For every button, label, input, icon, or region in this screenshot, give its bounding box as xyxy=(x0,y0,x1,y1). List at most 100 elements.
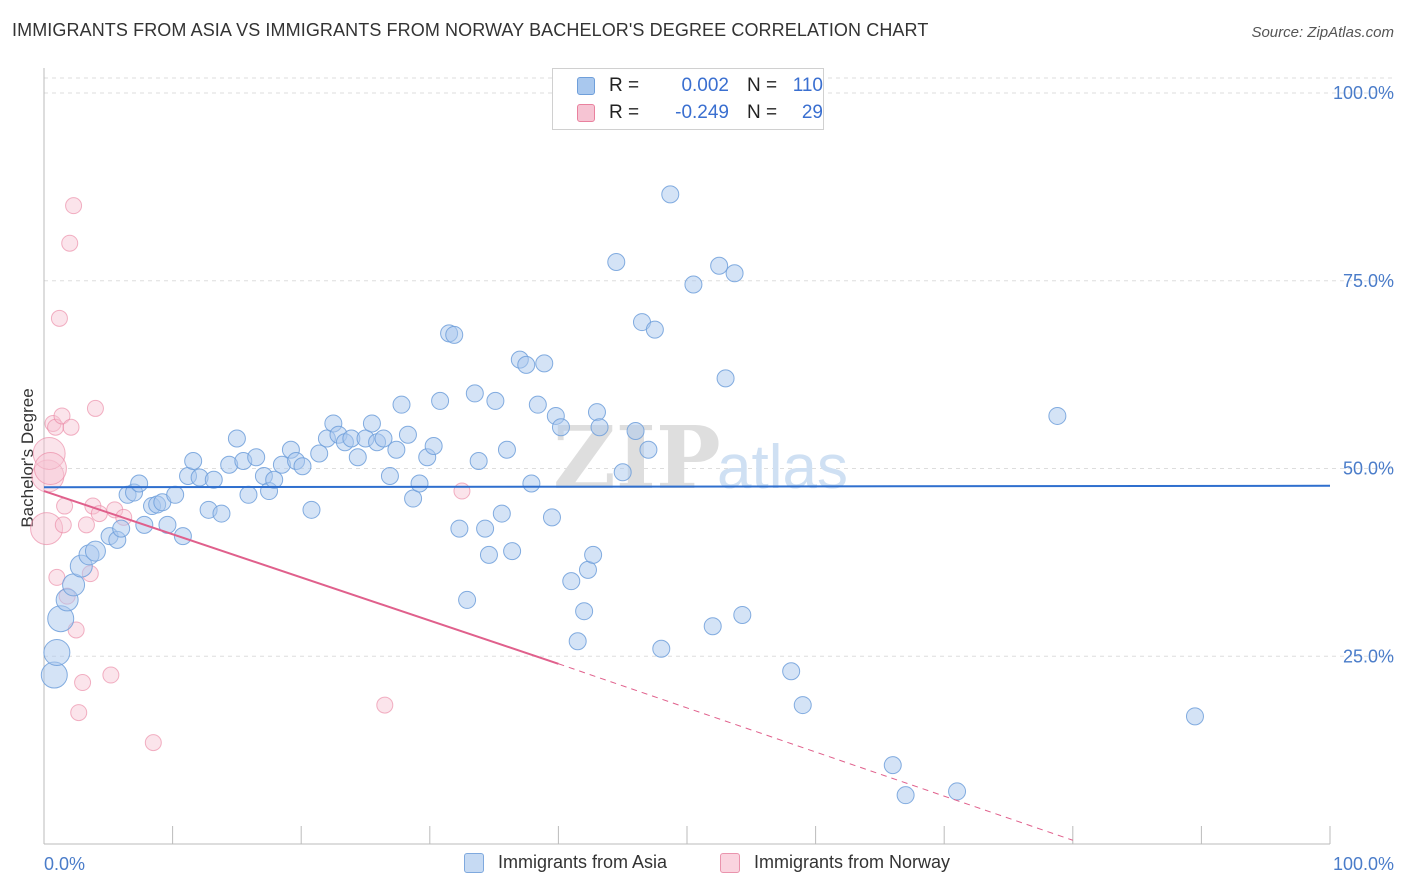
asia-point xyxy=(613,463,632,482)
asia-point xyxy=(710,256,729,275)
x-tick-label: 100.0% xyxy=(1333,854,1394,874)
asia-point xyxy=(522,474,541,493)
asia-point xyxy=(469,452,488,470)
asia-point xyxy=(247,448,266,467)
norway-swatch xyxy=(577,104,595,122)
asia-point xyxy=(410,474,429,493)
y-tick-label: 100.0% xyxy=(1333,83,1394,103)
trend-lines xyxy=(43,484,1331,841)
y-tick-label: 25.0% xyxy=(1343,646,1394,666)
asia-point xyxy=(626,421,645,440)
norway-point xyxy=(65,197,83,215)
asia-point xyxy=(528,395,547,414)
norway-point xyxy=(102,666,120,684)
correlation-legend: R = 0.002 N = 110 R = -0.249 N = 29 xyxy=(552,68,824,130)
legend-item-asia: Immigrants from Asia xyxy=(464,852,667,873)
norway-legend-swatch xyxy=(720,852,740,873)
asia-point xyxy=(458,590,477,609)
asia-point xyxy=(212,504,231,523)
asia-point xyxy=(450,519,469,538)
asia-point xyxy=(590,418,609,437)
asia-point xyxy=(725,264,744,283)
asia-point xyxy=(492,504,511,523)
asia-point xyxy=(374,429,393,448)
asia-point xyxy=(716,369,735,388)
legend-r-value: 0.002 xyxy=(681,75,729,96)
asia-legend-swatch xyxy=(464,852,484,873)
norway-point xyxy=(74,674,92,692)
asia-point xyxy=(542,508,561,527)
legend-n-value: 110 xyxy=(792,75,823,96)
asia-point xyxy=(703,617,722,636)
asia-point xyxy=(392,395,411,414)
x-tick-label: 0.0% xyxy=(44,854,85,874)
asia-point xyxy=(465,384,484,403)
asia-point xyxy=(398,425,417,444)
asia-point xyxy=(948,782,967,801)
asia-point xyxy=(173,527,192,546)
asia-point xyxy=(562,572,581,591)
asia-point xyxy=(431,391,450,410)
legend-n-value: 29 xyxy=(801,102,823,123)
norway-trend-extension xyxy=(558,663,1073,841)
asia-point xyxy=(645,320,664,339)
norway-point xyxy=(30,512,64,546)
asia-point xyxy=(535,354,554,373)
asia-point xyxy=(348,448,367,467)
norway-point xyxy=(50,309,68,327)
asia-point xyxy=(166,485,185,504)
norway-point xyxy=(77,516,95,534)
asia-point xyxy=(1185,707,1204,726)
asia-point xyxy=(293,457,312,476)
asia-point xyxy=(793,696,812,715)
norway-point xyxy=(62,418,80,436)
asia-points xyxy=(40,185,1204,805)
asia-point xyxy=(1048,406,1067,425)
asia-point xyxy=(265,470,284,489)
asia-point xyxy=(607,252,626,271)
legend-row-asia: R = 0.002 N = 110 xyxy=(577,73,823,99)
asia-point xyxy=(578,560,597,579)
norway-point xyxy=(376,696,394,714)
legend-n-label: N = xyxy=(747,102,778,123)
asia-point xyxy=(476,519,495,538)
asia-point xyxy=(362,414,381,433)
y-tick-label: 50.0% xyxy=(1343,459,1394,479)
asia-point xyxy=(517,355,536,374)
asia-point xyxy=(486,391,505,410)
asia-point xyxy=(661,185,680,204)
norway-point xyxy=(33,452,67,486)
source-credit: Source: ZipAtlas.com xyxy=(1251,24,1394,41)
asia-point xyxy=(130,474,149,493)
norway-point xyxy=(70,704,88,722)
asia-point xyxy=(639,440,658,459)
asia-legend-label: Immigrants from Asia xyxy=(498,852,668,872)
legend-item-norway: Immigrants from Norway xyxy=(720,852,950,873)
asia-point xyxy=(387,440,406,459)
norway-point xyxy=(32,436,66,470)
asia-point xyxy=(497,440,516,459)
norway-point xyxy=(453,482,471,500)
asia-point xyxy=(445,325,464,344)
asia-point xyxy=(184,452,203,470)
asia-point xyxy=(684,275,703,294)
asia-point xyxy=(227,429,246,448)
asia-point xyxy=(302,500,321,519)
norway-point xyxy=(53,407,71,425)
asia-point xyxy=(584,545,603,564)
norway-point xyxy=(54,516,72,534)
asia-trend-line xyxy=(43,484,1331,489)
asia-point xyxy=(239,485,258,504)
asia-point xyxy=(733,605,752,624)
legend-row-norway: R = -0.249 N = 29 xyxy=(577,100,823,126)
chart-title: IMMIGRANTS FROM ASIA VS IMMIGRANTS FROM … xyxy=(12,20,929,40)
asia-point xyxy=(43,639,71,666)
gridlines xyxy=(44,77,1392,657)
asia-point xyxy=(112,519,131,538)
y-tick-label: 75.0% xyxy=(1343,271,1394,291)
asia-point xyxy=(424,436,443,455)
asia-point xyxy=(782,662,801,681)
legend-n-label: N = xyxy=(747,75,778,96)
asia-point xyxy=(310,444,329,463)
